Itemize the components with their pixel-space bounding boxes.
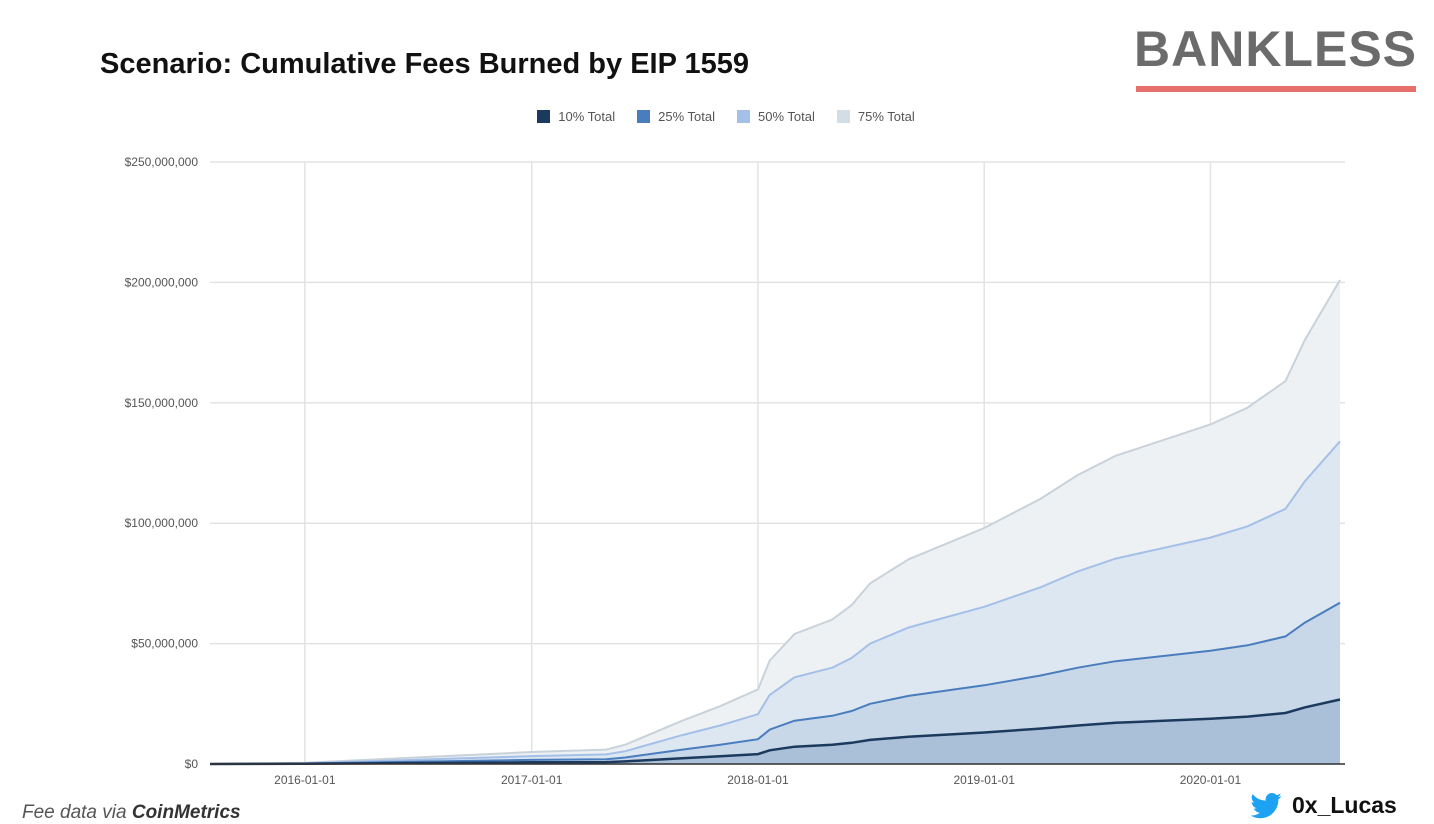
- author-handle: 0x_Lucas: [1250, 792, 1397, 819]
- legend: 10% Total 25% Total 50% Total 75% Total: [0, 109, 1434, 124]
- twitter-bird-icon: [1250, 792, 1282, 818]
- series-area-10-total: [210, 699, 1340, 764]
- series-line-75-total: [209, 279, 1341, 765]
- legend-item-25: 25% Total: [637, 109, 715, 124]
- y-tick-label: $50,000,000: [131, 637, 198, 651]
- y-tick-label: $0: [185, 757, 199, 771]
- chart-title: Scenario: Cumulative Fees Burned by EIP …: [100, 48, 749, 80]
- handle-text: 0x_Lucas: [1292, 792, 1397, 818]
- source-name: CoinMetrics: [131, 802, 241, 823]
- y-tick-label: $250,000,000: [125, 155, 199, 169]
- legend-item-75: 75% Total: [836, 109, 915, 124]
- logo-underline: [1136, 86, 1416, 92]
- legend-swatch: [537, 110, 551, 123]
- legend-swatch: [637, 110, 651, 123]
- legend-swatch: [737, 110, 750, 123]
- series-area-25-total: [210, 602, 1340, 764]
- data-source: Fee data via CoinMetrics: [22, 802, 241, 824]
- bankless-logo: BANKLESS: [1134, 21, 1418, 77]
- y-tick-label: $150,000,000: [125, 396, 199, 410]
- legend-item-10: 10% Total: [537, 109, 615, 124]
- x-tick-label: 2016-01-01: [274, 773, 336, 787]
- x-tick-label: 2020-01-01: [1180, 773, 1242, 787]
- series-line-50-total: [209, 440, 1341, 765]
- legend-label: 50% Total: [758, 109, 815, 124]
- series-line-10-total: [209, 698, 1341, 766]
- y-tick-label: $100,000,000: [125, 516, 199, 530]
- legend-label: 25% Total: [658, 109, 715, 124]
- series-line-25-total: [209, 601, 1341, 765]
- legend-swatch: [836, 110, 850, 123]
- y-tick-label: $200,000,000: [125, 275, 199, 289]
- x-tick-label: 2017-01-01: [501, 773, 563, 787]
- legend-label: 10% Total: [558, 109, 616, 124]
- x-tick-label: 2018-01-01: [727, 773, 789, 787]
- legend-label: 75% Total: [857, 109, 915, 124]
- source-prefix: Fee data via: [22, 802, 127, 823]
- legend-item-50: 50% Total: [737, 109, 815, 124]
- x-tick-label: 2019-01-01: [954, 773, 1016, 787]
